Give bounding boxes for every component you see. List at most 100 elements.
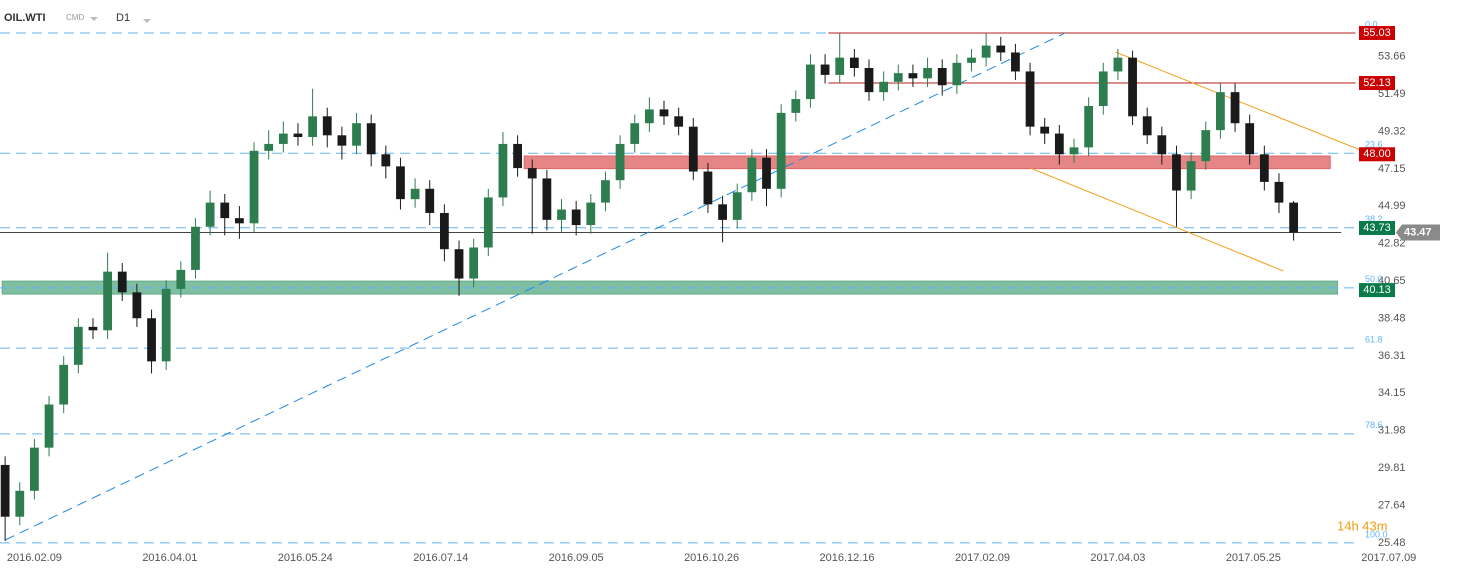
x-tick-label: 2016.10.26 — [684, 552, 739, 564]
fib-label: 23.6 — [1365, 140, 1383, 150]
current-price-label: 43.47 — [1404, 226, 1432, 238]
candle-body — [1054, 133, 1064, 155]
countdown: 14h 43m — [1337, 518, 1388, 533]
candle-body — [601, 180, 610, 203]
candle-body — [762, 157, 771, 189]
y-tick-label: 25.48 — [1378, 537, 1406, 549]
price-tag-label: 55.03 — [1363, 27, 1391, 39]
y-tick-label: 49.32 — [1378, 125, 1406, 137]
candle-body — [15, 490, 25, 517]
price-tag — [1359, 147, 1395, 162]
candle-body — [30, 447, 39, 491]
candle-body — [835, 57, 845, 75]
candle-body — [176, 269, 186, 289]
x-tick-label: 2017.02.09 — [955, 552, 1010, 564]
dropdown-icon[interactable] — [90, 17, 98, 21]
candle-body — [820, 64, 830, 75]
candle-body — [1245, 123, 1255, 155]
x-tick-label: 2016.07.14 — [413, 552, 468, 564]
candle-body — [88, 326, 98, 331]
fib-label: 78.6 — [1365, 420, 1383, 430]
candle-body — [908, 73, 918, 79]
candle-body — [747, 157, 757, 193]
dropdown-icon[interactable] — [143, 19, 151, 23]
candle-body — [352, 123, 361, 146]
candle-body — [191, 226, 200, 270]
candle-body — [322, 116, 332, 136]
candle-body — [513, 143, 522, 169]
x-tick-label: 2016.04.01 — [142, 552, 197, 564]
candle-body — [439, 212, 449, 250]
y-tick-label: 47.15 — [1378, 163, 1406, 175]
candle-body — [879, 81, 889, 93]
candle-body — [103, 271, 113, 331]
candle-body — [278, 133, 288, 144]
fib-label: 38.2 — [1365, 214, 1383, 224]
symbol: OIL.WTI — [4, 12, 46, 24]
candle-body — [776, 112, 786, 189]
candle-body — [1259, 154, 1269, 182]
candle-body — [849, 57, 859, 68]
candle-body — [923, 67, 932, 79]
candle-body — [615, 143, 625, 181]
x-tick-label: 2016.02.09 — [7, 552, 62, 564]
candle-body — [967, 57, 976, 63]
price-tag-label: 52.13 — [1363, 77, 1391, 89]
candle-body — [59, 364, 69, 405]
candle-body — [1186, 161, 1196, 191]
candle-body — [366, 123, 376, 155]
candle-body — [557, 209, 566, 220]
candle-body — [571, 209, 581, 226]
candle-body — [864, 67, 874, 93]
price-tag — [1359, 25, 1395, 40]
current-price-tag — [1396, 224, 1440, 241]
candle-body — [688, 126, 698, 172]
fib-label: 0.0 — [1365, 19, 1378, 29]
candle-body — [161, 288, 171, 362]
candle-body — [1201, 130, 1211, 162]
candle-body — [659, 109, 669, 117]
y-tick-label: 44.99 — [1378, 200, 1406, 212]
candle-body — [381, 154, 391, 167]
candle-body — [527, 168, 537, 179]
candle-body — [703, 171, 713, 205]
x-tick-label: 2017.04.03 — [1090, 552, 1145, 564]
fib-label: 50.0 — [1365, 274, 1383, 284]
x-tick-label: 2017.07.09 — [1361, 552, 1416, 564]
candle-body — [0, 464, 10, 517]
candle-body — [73, 326, 83, 365]
candle-body — [249, 150, 259, 224]
candle-body — [1157, 135, 1167, 155]
y-tick-label: 36.31 — [1378, 350, 1406, 362]
y-tick-label: 29.81 — [1378, 462, 1406, 474]
price-tag — [1359, 220, 1395, 235]
candle-body — [644, 109, 654, 124]
candle-body — [117, 271, 127, 293]
candle-body — [1230, 92, 1240, 124]
candle-body — [1172, 154, 1181, 191]
candle-body — [1025, 71, 1035, 127]
x-tick-label: 2016.09.05 — [549, 552, 604, 564]
candle-body — [1011, 52, 1020, 72]
y-tick-label: 38.48 — [1378, 312, 1406, 324]
y-tick-label: 53.66 — [1378, 51, 1406, 63]
candle-body — [337, 135, 347, 146]
timeframe[interactable]: D1 — [116, 12, 130, 24]
x-tick-label: 2017.05.25 — [1226, 552, 1281, 564]
candle-body — [132, 292, 142, 319]
candle-body — [293, 133, 303, 138]
fib-label: 61.8 — [1365, 334, 1383, 344]
x-tick-label: 2016.05.24 — [278, 552, 333, 564]
candle-body — [410, 188, 420, 200]
candle-body — [396, 166, 405, 200]
candle-body — [542, 178, 552, 220]
price-tag — [1359, 76, 1395, 91]
candle-body — [630, 123, 640, 144]
price-tag-label: 43.73 — [1363, 222, 1391, 234]
zone — [523, 155, 1331, 170]
candle-body — [483, 197, 493, 248]
candle-body — [220, 202, 230, 219]
trend-line — [1029, 167, 1284, 272]
candle-body — [469, 247, 479, 279]
